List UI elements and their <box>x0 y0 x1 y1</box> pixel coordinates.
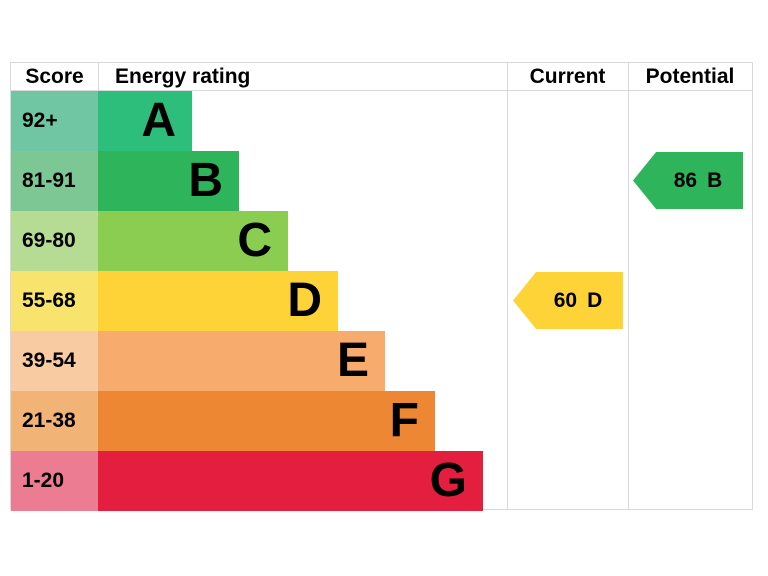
score-range-cell-e: 39-54 <box>11 331 98 391</box>
band-row-f: 21-38 F <box>11 391 483 451</box>
band-rows: 92+ A 81-91 B 69-80 C <box>11 91 483 511</box>
score-range-cell-d: 55-68 <box>11 271 98 331</box>
band-row-e: 39-54 E <box>11 331 483 391</box>
band-row-a: 92+ A <box>11 91 483 151</box>
score-range-label: 92+ <box>22 109 58 132</box>
score-range-label: 1-20 <box>22 469 65 492</box>
current-rating-band: D <box>587 288 603 312</box>
potential-rating-value: 86 <box>673 168 698 192</box>
potential-rating-arrow: 86 B <box>633 152 743 209</box>
score-range-cell-a: 92+ <box>11 91 98 151</box>
current-rating-value: 60 <box>553 288 578 312</box>
band-row-c: 69-80 C <box>11 211 483 271</box>
band-letter-f: F <box>389 394 419 447</box>
band-letter-b: B <box>188 154 223 207</box>
rating-bar-c: C <box>98 211 288 271</box>
current-column-divider <box>507 63 508 509</box>
band-letter-g: G <box>429 454 467 507</box>
band-row-d: 55-68 D <box>11 271 483 331</box>
header-score: Score <box>25 65 84 88</box>
score-range-label: 81-91 <box>22 169 76 192</box>
rating-bar-b: B <box>98 151 239 211</box>
score-column-divider <box>98 63 99 91</box>
rating-bar-g: G <box>98 451 483 511</box>
rating-bar-e: E <box>98 331 385 391</box>
score-range-label: 55-68 <box>22 289 76 312</box>
score-range-label: 39-54 <box>22 349 76 372</box>
band-letter-a: A <box>141 94 176 147</box>
score-range-label: 69-80 <box>22 229 76 252</box>
score-range-cell-f: 21-38 <box>11 391 98 451</box>
band-row-b: 81-91 B <box>11 151 483 211</box>
potential-rating-band: B <box>707 168 723 192</box>
rating-bar-f: F <box>98 391 435 451</box>
score-range-label: 21-38 <box>22 409 76 432</box>
current-rating-arrow: 60 D <box>513 272 623 329</box>
epc-table: Score Energy rating Current Potential 92… <box>10 62 753 511</box>
header-potential: Potential <box>645 65 735 88</box>
score-range-cell-g: 1-20 <box>11 451 98 511</box>
rating-bar-d: D <box>98 271 338 331</box>
header-current: Current <box>529 65 606 88</box>
header-energy-rating: Energy rating <box>115 65 251 88</box>
rating-bar-a: A <box>98 91 192 151</box>
table-header: Score Energy rating Current Potential <box>11 63 752 91</box>
score-range-cell-c: 69-80 <box>11 211 98 271</box>
band-letter-c: C <box>237 214 272 267</box>
band-row-g: 1-20 G <box>11 451 483 511</box>
score-range-cell-b: 81-91 <box>11 151 98 211</box>
potential-column-divider <box>628 63 629 509</box>
band-letter-e: E <box>336 334 369 387</box>
band-letter-d: D <box>287 274 322 327</box>
